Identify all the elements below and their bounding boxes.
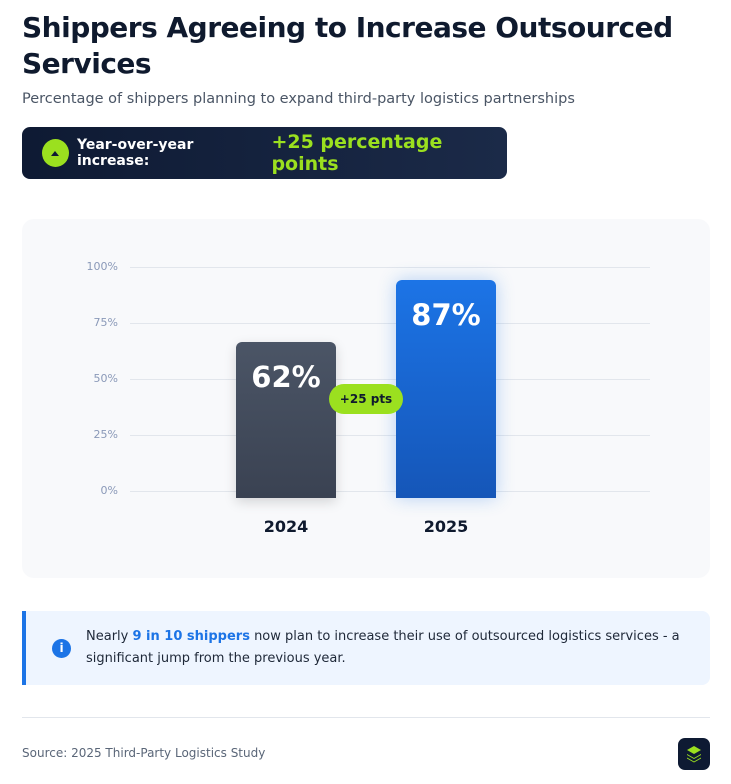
x-tick-label: 2025 <box>423 517 469 536</box>
gridline <box>130 323 650 324</box>
difference-annotation: +25 pts <box>329 384 403 414</box>
bar-2025: 87% <box>396 279 496 498</box>
page-title: Shippers Agreeing to Increase Outsourced… <box>22 11 673 80</box>
bar-2024: 62% <box>236 342 336 498</box>
gridline <box>130 267 650 268</box>
data-label: 87% <box>411 297 481 332</box>
source-text: Source: 2025 Third-Party Logistics Study <box>22 746 266 760</box>
y-tick-label: 25% <box>93 428 118 441</box>
gridline <box>130 491 650 492</box>
y-tick-label: 75% <box>93 316 118 329</box>
yoy-banner: Year-over-year increase: +25 percentage … <box>22 127 507 179</box>
x-tick-label: 2024 <box>263 517 309 536</box>
banner-value: +25 percentage points <box>271 131 443 175</box>
y-tick-label: 100% <box>86 260 118 273</box>
y-tick-label: 0% <box>100 484 118 497</box>
page-subtitle: Percentage of shippers planning to expan… <box>22 91 575 107</box>
gridline <box>130 435 650 436</box>
arrow-up-icon <box>42 139 69 167</box>
banner-label: Year-over-year increase: <box>76 137 194 169</box>
info-note: i Nearly 9 in 10 shippers now plan to in… <box>22 611 710 685</box>
y-tick-label: 50% <box>93 372 118 385</box>
layers-logo-icon <box>678 738 710 770</box>
info-icon: i <box>52 639 71 658</box>
data-label: 62% <box>251 360 321 395</box>
note-highlight: 9 in 10 shippers <box>132 629 250 644</box>
divider <box>22 717 710 718</box>
gridline <box>130 379 650 380</box>
note-text: Nearly 9 in 10 shippers now plan to incr… <box>86 629 680 666</box>
